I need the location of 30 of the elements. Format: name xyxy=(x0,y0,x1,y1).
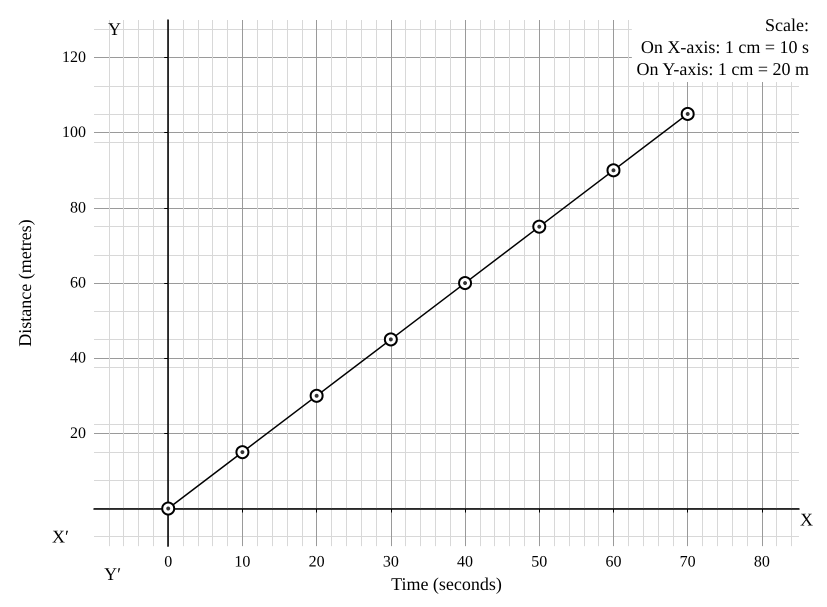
y-axis-title: Distance (metres) xyxy=(15,219,35,347)
x-tick-label: 80 xyxy=(754,554,770,571)
x-tick-label: 30 xyxy=(382,554,399,571)
x-tick-label: 0 xyxy=(164,554,172,571)
x-tick-label: 60 xyxy=(605,554,622,571)
x-tick-label: 10 xyxy=(234,554,250,571)
y-tick-label: 120 xyxy=(62,49,86,66)
annotation: Y xyxy=(108,19,122,39)
point xyxy=(310,388,324,403)
point xyxy=(606,163,620,178)
text: X xyxy=(800,510,813,530)
x-tick-label: 20 xyxy=(308,554,325,571)
y-tick-label: 40 xyxy=(70,350,86,367)
x-tick-label: 50 xyxy=(531,554,548,571)
point xyxy=(458,276,472,290)
point xyxy=(532,220,546,234)
annotation: Scale: On X-axis: 1 cm = 10 s On Y-axis: 1 cm = 20 m xyxy=(636,15,809,79)
x-axis-title: Time (seconds) xyxy=(391,574,502,594)
text: X′ xyxy=(52,526,69,547)
point xyxy=(161,502,176,516)
y-tick-label: 20 xyxy=(70,424,86,442)
point xyxy=(384,332,398,346)
y-tick-label: 60 xyxy=(70,274,86,292)
y-tick-label: 100 xyxy=(62,124,86,142)
x-tick-label: 70 xyxy=(680,554,696,571)
y-tick-label: 80 xyxy=(70,199,86,216)
text: Y′ xyxy=(104,564,122,584)
point xyxy=(680,106,695,121)
point xyxy=(235,445,250,460)
x-tick-label: 40 xyxy=(457,554,474,571)
